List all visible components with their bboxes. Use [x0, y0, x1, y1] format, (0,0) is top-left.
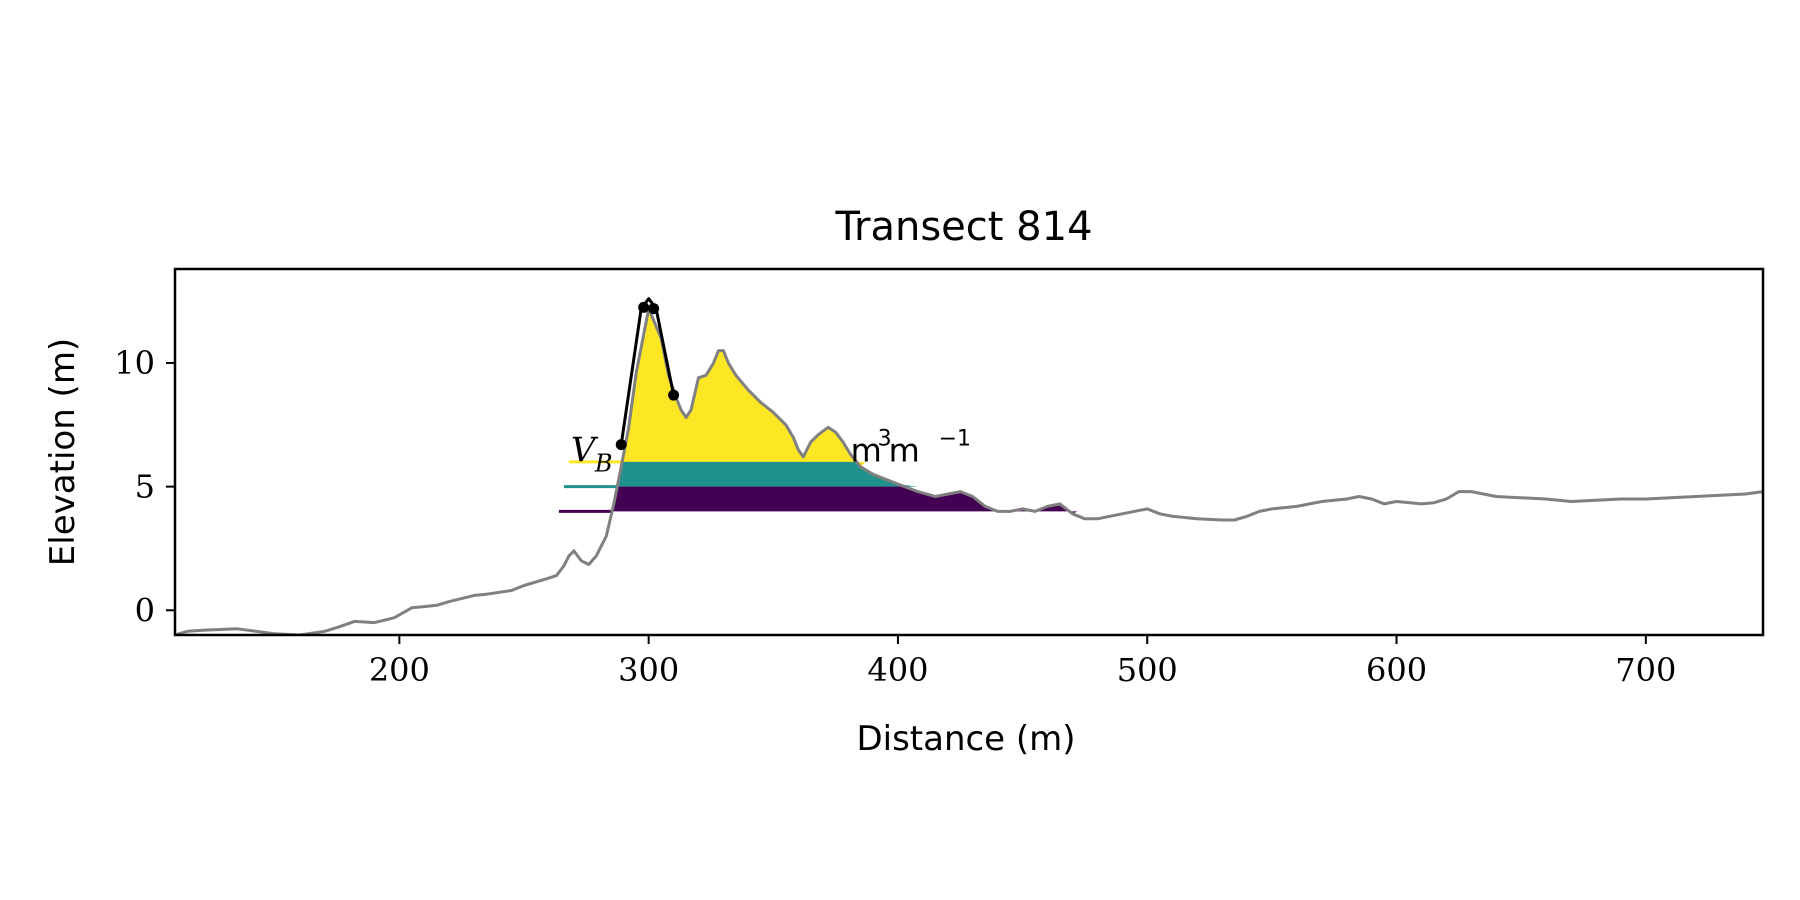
x-tick-label-200: 200: [369, 651, 430, 689]
crest-marker-2: [648, 303, 660, 315]
x-axis: 200 300 400 500 600 700: [369, 635, 1676, 689]
chart-title: Transect 814: [834, 204, 1092, 250]
annotation-unit: m: [851, 432, 882, 470]
crest-marker-0: [615, 439, 627, 451]
x-axis-label: Distance (m): [856, 719, 1075, 759]
y-tick-label-10: 10: [114, 344, 155, 382]
y-axis-label: Elevation (m): [43, 338, 83, 566]
x-tick-label-700: 700: [1615, 651, 1676, 689]
x-tick-label-300: 300: [618, 651, 679, 689]
annotation-subscript: B: [594, 450, 613, 478]
annotation-symbol: V: [571, 431, 599, 471]
y-tick-label-0: 0: [135, 591, 155, 629]
annotation-unit-tail: m: [889, 432, 920, 470]
x-tick-label-400: 400: [867, 651, 928, 689]
crest-marker-1: [638, 301, 650, 313]
annotation-unit-tail-exponent: −1: [939, 427, 971, 452]
x-tick-label-500: 500: [1117, 651, 1178, 689]
volume-band-2: [622, 308, 866, 467]
volume-annotation: V B m 3 m −1: [571, 427, 971, 478]
y-tick-label-5: 5: [135, 468, 155, 506]
crest-marker-3: [668, 389, 680, 401]
dune-crest-line: [619, 297, 676, 445]
plot-area: V B m 3 m −1: [173, 267, 1765, 637]
annotation-unit-exponent: 3: [878, 427, 892, 452]
band-level-lines: [558, 460, 623, 513]
y-axis: 0 5 10: [114, 344, 175, 629]
elevation-profile-line: [175, 307, 1763, 635]
plot-frame: [173, 267, 1765, 637]
dune-crest-markers: [615, 301, 680, 451]
x-tick-label-600: 600: [1366, 651, 1427, 689]
